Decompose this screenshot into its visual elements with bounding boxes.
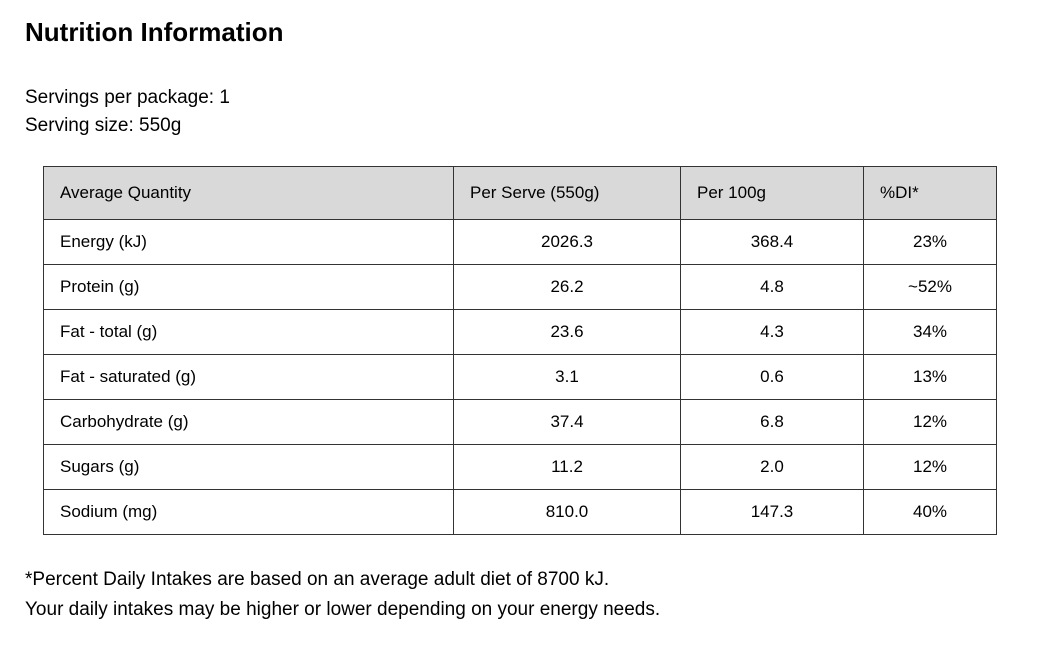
table-row: Energy (kJ) 2026.3 368.4 23%: [43, 219, 997, 265]
footnote-line-2: Your daily intakes may be higher or lowe…: [25, 599, 661, 620]
page-title: Nutrition Information: [25, 17, 284, 47]
row-per-serve: 3.1: [453, 354, 681, 400]
servings-per-package: Servings per package: 1: [25, 87, 230, 108]
table-header-row: Average Quantity Per Serve (550g) Per 10…: [43, 166, 997, 220]
row-label: Carbohydrate (g): [43, 399, 454, 445]
table-body: Energy (kJ) 2026.3 368.4 23% Protein (g) 26.2…: [43, 219, 997, 535]
table-row: Carbohydrate (g) 37.4 6.8 12%: [43, 399, 997, 445]
row-label: Energy (kJ): [43, 219, 454, 265]
header-per-100g: Per 100g: [680, 166, 864, 220]
table-row: Protein (g) 26.2 4.8 ~52%: [43, 264, 997, 310]
row-per-serve: 23.6: [453, 309, 681, 355]
row-per-100g: 147.3: [680, 489, 864, 535]
row-per-serve: 810.0: [453, 489, 681, 535]
footnote-line-1: *Percent Daily Intakes are based on an a…: [25, 569, 610, 590]
row-percent-di: 12%: [863, 444, 997, 490]
header-per-serve: Per Serve (550g): [453, 166, 681, 220]
table-row: Sugars (g) 11.2 2.0 12%: [43, 444, 997, 490]
row-per-serve: 11.2: [453, 444, 681, 490]
row-per-100g: 368.4: [680, 219, 864, 265]
serving-size: Serving size: 550g: [25, 115, 182, 136]
row-per-100g: 2.0: [680, 444, 864, 490]
table-row: Fat - total (g) 23.6 4.3 34%: [43, 309, 997, 355]
row-per-100g: 6.8: [680, 399, 864, 445]
row-label: Fat - total (g): [43, 309, 454, 355]
serving-info: Servings per package: 1 Serving size: 55…: [25, 84, 1019, 140]
row-label: Sodium (mg): [43, 489, 454, 535]
row-percent-di: 40%: [863, 489, 997, 535]
row-per-serve: 2026.3: [453, 219, 681, 265]
row-percent-di: 23%: [863, 219, 997, 265]
header-percent-di: %DI*: [863, 166, 997, 220]
table-row: Sodium (mg) 810.0 147.3 40%: [43, 489, 997, 535]
row-per-serve: 26.2: [453, 264, 681, 310]
row-per-100g: 4.8: [680, 264, 864, 310]
row-per-100g: 4.3: [680, 309, 864, 355]
row-percent-di: 12%: [863, 399, 997, 445]
row-label: Fat - saturated (g): [43, 354, 454, 400]
header-average-quantity: Average Quantity: [43, 166, 454, 220]
row-percent-di: ~52%: [863, 264, 997, 310]
row-label: Protein (g): [43, 264, 454, 310]
row-label: Sugars (g): [43, 444, 454, 490]
row-per-serve: 37.4: [453, 399, 681, 445]
nutrition-table: Average Quantity Per Serve (550g) Per 10…: [43, 166, 997, 535]
table-row: Fat - saturated (g) 3.1 0.6 13%: [43, 354, 997, 400]
footnote: *Percent Daily Intakes are based on an a…: [25, 565, 1019, 625]
row-percent-di: 13%: [863, 354, 997, 400]
row-per-100g: 0.6: [680, 354, 864, 400]
row-percent-di: 34%: [863, 309, 997, 355]
